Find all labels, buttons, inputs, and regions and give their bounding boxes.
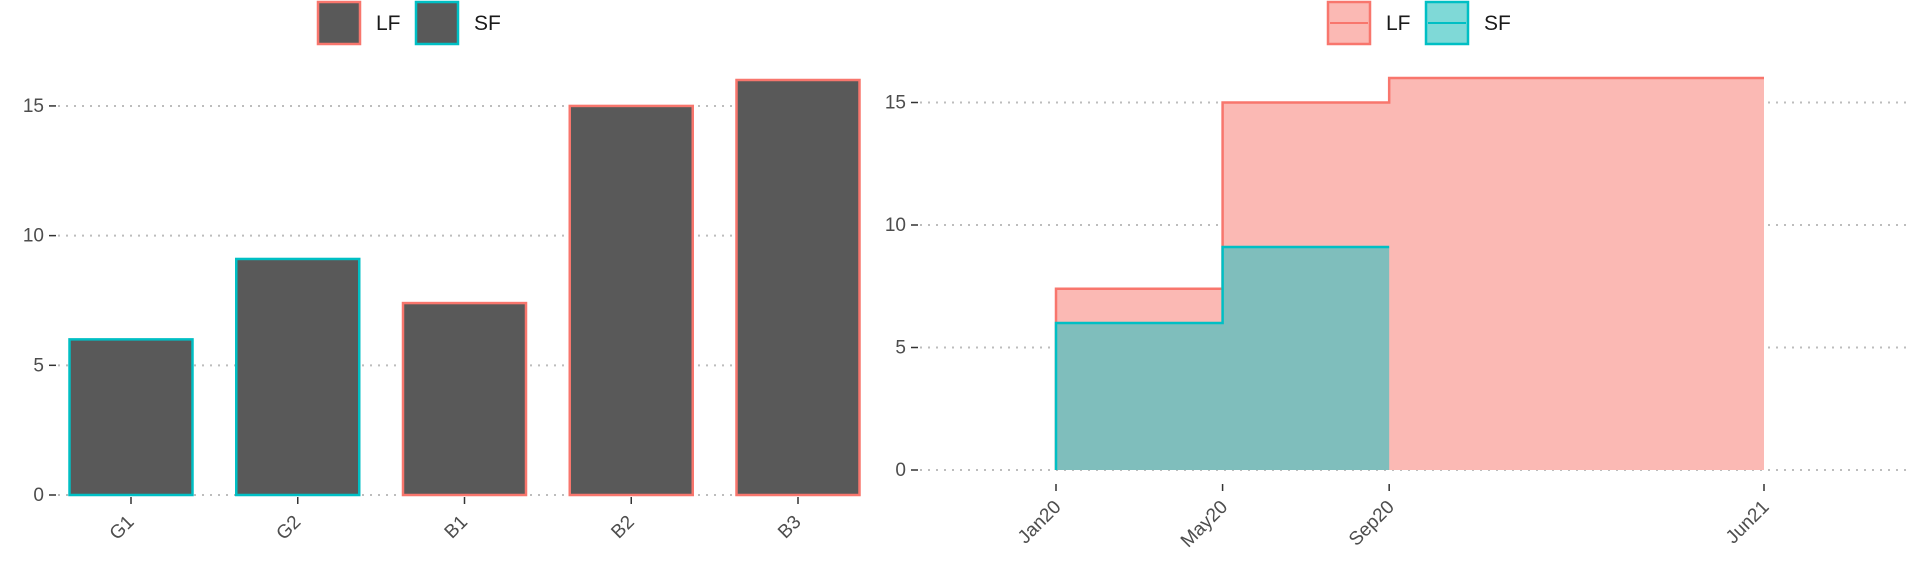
bar-x-tick-label: G1	[106, 512, 139, 545]
area-x-tick-label: May20	[1177, 497, 1232, 552]
bar-y-tick-label: 5	[33, 355, 44, 376]
bar	[68, 338, 194, 497]
bar-x-tick-label: B3	[774, 512, 805, 543]
legend-label: LF	[376, 12, 401, 35]
area-y-tick-label: 0	[895, 460, 906, 481]
step-line-SF	[1054, 245, 1390, 470]
area-x-axis: Jan20 May20 Sep20 Jun21	[1014, 484, 1774, 552]
area-y-tick-label: 5	[895, 338, 906, 359]
area-legend: LF SF	[1326, 0, 1511, 46]
area-SF	[1056, 247, 1390, 470]
bar	[401, 301, 528, 497]
bar	[568, 104, 694, 497]
legend-key	[316, 0, 362, 46]
area-y-tick-label: 15	[885, 93, 906, 114]
area-x-tick-label: Jan20	[1014, 497, 1065, 548]
bar	[735, 78, 861, 497]
area-y-tick-label: 10	[885, 215, 906, 236]
bar-legend: LF SF	[316, 0, 501, 46]
area-x-tick-label: Jun21	[1722, 497, 1773, 548]
area-y-axis: 0 5 10 15	[885, 93, 918, 481]
bar-y-tick-label: 15	[23, 96, 44, 117]
bar-x-tick-label: B1	[441, 512, 472, 543]
bar-marks	[68, 78, 861, 497]
bar-y-tick-label: 0	[33, 485, 44, 506]
area-chart: LF SF 0 5 10 15 Jan20 May20 Sep20 Jun21	[885, 0, 1910, 552]
legend-label: LF	[1386, 12, 1411, 35]
bar-x-axis: G1 G2 B1 B2 B3	[106, 497, 806, 544]
legend-label: SF	[474, 12, 501, 35]
bar-x-tick-label: B2	[607, 512, 638, 543]
bar-x-tick-label: G2	[273, 512, 306, 545]
area-marks	[1054, 76, 1764, 470]
bar	[235, 257, 361, 497]
legend-label: SF	[1484, 12, 1511, 35]
bar-y-axis: 0 5 10 15	[23, 96, 56, 506]
bar-y-tick-label: 10	[23, 226, 44, 247]
bar-chart: LF SF 0 5 10 15 G1 G2 B1 B2 B3	[23, 0, 861, 544]
legend-key	[414, 0, 460, 46]
step-line-LF	[1054, 76, 1764, 470]
area-x-tick-label: Sep20	[1345, 497, 1399, 551]
